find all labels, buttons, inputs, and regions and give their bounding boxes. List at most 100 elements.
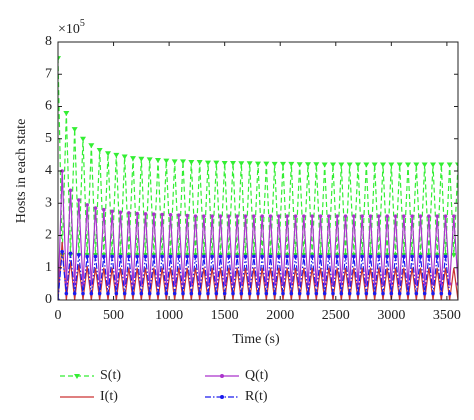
marker <box>360 214 364 218</box>
x-axis-label: Time (s) <box>232 332 280 347</box>
marker <box>110 209 114 214</box>
y-tick-label: 8 <box>45 34 52 49</box>
marker <box>288 161 295 167</box>
marker <box>168 213 173 217</box>
marker <box>363 162 370 168</box>
marker <box>335 254 339 259</box>
marker <box>113 152 120 158</box>
marker <box>335 214 339 218</box>
marker <box>163 158 170 164</box>
marker <box>293 254 298 259</box>
marker <box>152 212 156 217</box>
marker <box>156 291 160 296</box>
marker <box>131 291 135 296</box>
marker <box>255 161 261 167</box>
x-tick-label: 500 <box>103 308 124 323</box>
marker <box>189 291 194 296</box>
marker <box>327 254 331 259</box>
marker <box>427 214 431 218</box>
marker <box>122 291 127 296</box>
marker <box>106 291 110 296</box>
marker <box>260 254 264 259</box>
marker <box>60 169 64 173</box>
marker <box>396 162 403 168</box>
x-tick-label: 1500 <box>211 308 239 323</box>
marker <box>393 214 398 218</box>
marker <box>321 162 328 168</box>
marker <box>318 214 323 218</box>
marker <box>256 291 260 296</box>
marker <box>64 291 69 296</box>
marker <box>85 203 89 207</box>
marker <box>138 156 145 162</box>
marker <box>455 162 458 168</box>
marker <box>343 254 348 259</box>
y-multiplier-base: ×10 <box>58 22 80 37</box>
marker <box>205 160 211 166</box>
marker <box>418 214 423 218</box>
marker <box>268 254 273 259</box>
marker <box>327 214 331 218</box>
marker <box>418 254 423 259</box>
y-tick-label: 0 <box>45 292 52 307</box>
marker <box>272 291 277 296</box>
marker <box>188 159 195 165</box>
marker <box>71 127 78 133</box>
y-tick-label: 6 <box>45 99 52 114</box>
marker <box>127 254 131 259</box>
marker <box>277 214 281 218</box>
marker <box>246 161 253 167</box>
marker <box>271 161 278 167</box>
marker <box>377 254 381 259</box>
y-multiplier: ×105 <box>58 18 85 37</box>
x-tick-label: 0 <box>55 308 62 323</box>
marker <box>222 291 227 296</box>
marker <box>247 291 252 296</box>
marker <box>130 156 136 162</box>
marker <box>118 210 123 215</box>
marker <box>302 254 306 259</box>
marker <box>446 162 453 168</box>
marker <box>180 159 186 165</box>
marker <box>118 254 123 259</box>
marker <box>171 159 178 165</box>
marker <box>393 254 398 259</box>
marker <box>338 162 345 168</box>
marker <box>227 214 231 218</box>
marker <box>143 254 148 259</box>
marker <box>193 254 198 259</box>
legend-label: S(t) <box>100 368 121 383</box>
marker <box>230 160 236 166</box>
marker <box>385 214 389 218</box>
marker <box>377 214 381 218</box>
marker <box>235 214 239 218</box>
x-tick-label: 3000 <box>377 308 405 323</box>
marker <box>218 254 223 259</box>
marker <box>368 214 373 218</box>
x-tick-label: 3500 <box>433 308 461 323</box>
legend-label: R(t) <box>245 389 268 404</box>
marker <box>210 254 214 259</box>
marker <box>59 252 66 258</box>
marker <box>172 291 177 296</box>
marker <box>413 162 420 168</box>
y-tick-label: 4 <box>45 163 52 178</box>
marker <box>252 214 256 218</box>
y-axis-label: Hosts in each state <box>14 119 29 224</box>
marker <box>389 291 394 296</box>
marker <box>330 162 336 168</box>
marker <box>302 214 306 218</box>
marker <box>68 251 73 256</box>
marker <box>281 291 285 296</box>
marker <box>197 291 202 296</box>
marker <box>305 162 311 168</box>
marker <box>121 154 128 160</box>
marker <box>185 254 189 259</box>
marker <box>352 214 356 218</box>
marker <box>160 254 164 259</box>
marker <box>343 214 348 218</box>
marker <box>402 214 406 218</box>
marker <box>210 214 214 218</box>
marker <box>102 207 106 212</box>
marker <box>372 291 377 296</box>
